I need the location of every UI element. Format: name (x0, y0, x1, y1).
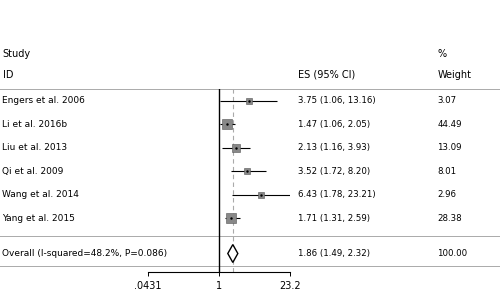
Text: Weight: Weight (438, 70, 472, 80)
Text: Engers et al. 2006: Engers et al. 2006 (2, 96, 86, 105)
Text: 2.13 (1.16, 3.93): 2.13 (1.16, 3.93) (298, 143, 370, 152)
Polygon shape (228, 244, 238, 263)
Text: ES (95% CI): ES (95% CI) (298, 70, 355, 80)
Text: ID: ID (2, 70, 13, 80)
Text: 28.38: 28.38 (438, 214, 462, 223)
Text: 100.00: 100.00 (438, 249, 468, 258)
Text: Li et al. 2016b: Li et al. 2016b (2, 120, 68, 129)
Text: %: % (438, 49, 446, 58)
Text: 3.75 (1.06, 13.16): 3.75 (1.06, 13.16) (298, 96, 375, 105)
Text: Qi et al. 2009: Qi et al. 2009 (2, 167, 64, 176)
Text: 1.71 (1.31, 2.59): 1.71 (1.31, 2.59) (298, 214, 370, 223)
Text: 44.49: 44.49 (438, 120, 462, 129)
Text: Yang et al. 2015: Yang et al. 2015 (2, 214, 76, 223)
Text: 3.52 (1.72, 8.20): 3.52 (1.72, 8.20) (298, 167, 370, 176)
Text: Liu et al. 2013: Liu et al. 2013 (2, 143, 68, 152)
Text: 8.01: 8.01 (438, 167, 456, 176)
Text: 1.86 (1.49, 2.32): 1.86 (1.49, 2.32) (298, 249, 370, 258)
Text: Study: Study (2, 49, 30, 58)
Text: 1.47 (1.06, 2.05): 1.47 (1.06, 2.05) (298, 120, 370, 129)
Text: 13.09: 13.09 (438, 143, 462, 152)
Text: 6.43 (1.78, 23.21): 6.43 (1.78, 23.21) (298, 190, 375, 199)
Text: Overall (I-squared=48.2%, P=0.086): Overall (I-squared=48.2%, P=0.086) (2, 249, 168, 258)
Text: Wang et al. 2014: Wang et al. 2014 (2, 190, 80, 199)
Text: 2.96: 2.96 (438, 190, 456, 199)
Text: 3.07: 3.07 (438, 96, 456, 105)
